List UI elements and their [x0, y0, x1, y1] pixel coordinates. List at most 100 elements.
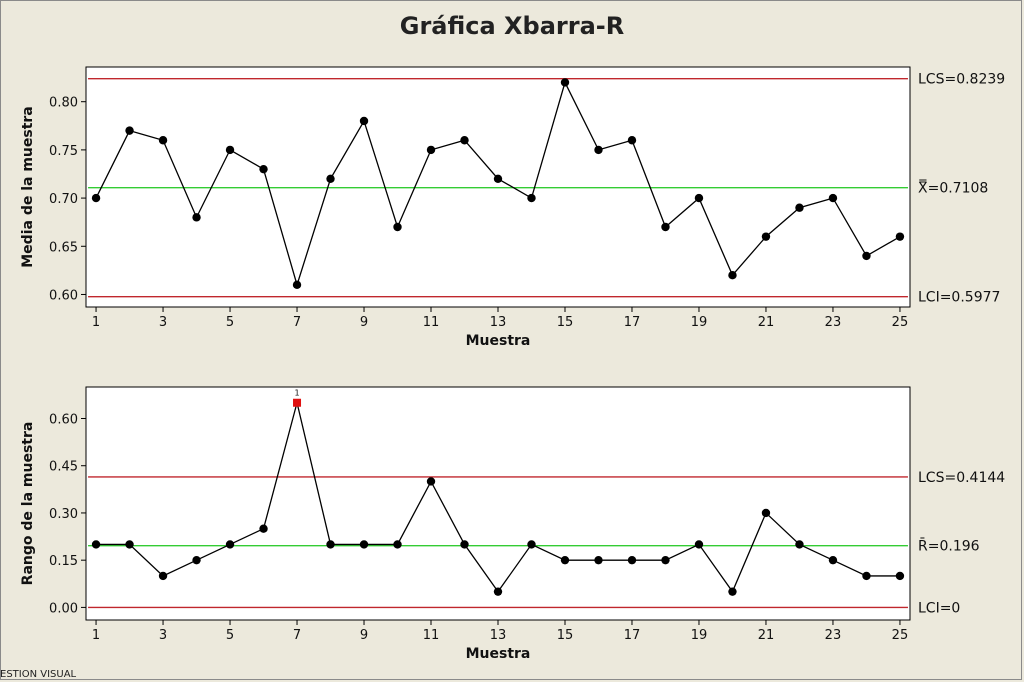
range-x-tick-label: 15	[557, 628, 574, 643]
mean-point	[828, 193, 838, 203]
mean-point	[527, 193, 536, 203]
range-point	[393, 540, 402, 549]
mean-point	[192, 213, 201, 222]
range-point	[225, 540, 235, 549]
mean-x-tick-label: 11	[423, 315, 440, 330]
mean-x-tick-label: 9	[360, 315, 368, 330]
mean-point	[292, 280, 302, 290]
mean-ucl-label: LCS=0.8239	[918, 72, 1005, 88]
range-point	[158, 571, 168, 581]
mean-point	[493, 174, 503, 184]
mean-point	[158, 136, 168, 145]
mean-point	[326, 174, 335, 184]
range-x-tick-label: 3	[159, 628, 167, 643]
mean-point	[694, 193, 704, 203]
mean-y-tick-label: 0.60	[49, 288, 78, 303]
range-point	[828, 555, 838, 565]
range-y-tick-label: 0.00	[49, 601, 78, 616]
mean-x-axis-title: Muestra	[466, 333, 531, 349]
range-x-tick-label: 7	[293, 628, 301, 643]
mean-center-label: X̿=0.7108	[918, 179, 988, 197]
mean-point	[426, 145, 436, 155]
range-ucl-label: LCS=0.4144	[918, 470, 1005, 486]
range-point	[560, 555, 570, 565]
mean-point	[560, 78, 570, 87]
range-lcl-label: LCI=0	[918, 600, 960, 616]
range-y-tick-label: 0.60	[49, 412, 78, 427]
range-y-axis-title: Rango de la muestra	[20, 422, 36, 586]
range-point	[192, 555, 201, 565]
range-x-tick-label: 19	[691, 628, 708, 643]
mean-point	[259, 164, 268, 174]
mean-y-tick-label: 0.75	[49, 144, 78, 159]
mean-point	[594, 145, 603, 155]
range-point	[91, 540, 101, 549]
mean-x-tick-label: 13	[490, 315, 507, 330]
mean-point	[728, 270, 737, 280]
mean-point	[761, 232, 771, 241]
mean-x-tick-label: 1	[92, 315, 100, 330]
mean-x-tick-label: 7	[293, 315, 301, 330]
range-point	[661, 555, 670, 565]
mean-point	[225, 145, 235, 155]
mean-point	[393, 222, 402, 232]
mean-x-tick-label: 23	[825, 315, 842, 330]
range-point	[359, 540, 369, 549]
range-x-tick-label: 21	[758, 628, 775, 643]
range-point	[862, 571, 871, 581]
mean-point	[460, 136, 469, 145]
range-point	[627, 555, 637, 565]
range-y-tick-label: 0.45	[49, 460, 78, 475]
mean-point	[359, 116, 369, 126]
range-x-tick-label: 11	[423, 628, 440, 643]
range-out-of-control-marker: 1	[294, 389, 299, 398]
mean-point	[895, 232, 905, 241]
range-x-tick-label: 1	[92, 628, 100, 643]
range-point	[728, 587, 737, 596]
range-point	[426, 477, 436, 486]
range-x-tick-label: 13	[490, 628, 507, 643]
range-panel: LCS=0.4144 R̄=0.196 LCI=0 0.00 0.15 0.30 0.45 0…	[20, 386, 1005, 662]
mean-y-axis-title: Media de la muestra	[20, 106, 36, 268]
mean-point	[795, 203, 804, 212]
mean-y-tick-label: 0.70	[49, 192, 78, 207]
range-plot-area	[85, 386, 911, 621]
range-x-axis-title: Muestra	[466, 646, 531, 662]
mean-point	[661, 222, 670, 232]
mean-x-tick-label: 19	[691, 315, 708, 330]
range-point	[460, 540, 469, 549]
mean-point	[862, 251, 871, 261]
mean-x-tick-label: 21	[758, 315, 775, 330]
range-point	[795, 540, 804, 549]
range-x-tick-label: 5	[226, 628, 234, 643]
range-point	[527, 540, 536, 549]
mean-point	[91, 193, 101, 203]
range-point-out-of-control	[293, 398, 302, 407]
mean-panel: LCS=0.8239 X̿=0.7108 LCI=0.5977 0.60 0.65 0.7…	[20, 66, 1005, 349]
range-x-tick-label: 17	[624, 628, 641, 643]
range-point	[326, 540, 335, 549]
range-point	[694, 540, 704, 549]
mean-x-tick-label: 25	[892, 315, 909, 330]
mean-y-tick-label: 0.65	[49, 240, 78, 255]
range-y-tick-label: 0.15	[49, 554, 78, 569]
range-point	[493, 587, 503, 596]
range-center-label: R̄=0.196	[918, 537, 980, 555]
mean-x-tick-label: 17	[624, 315, 641, 330]
range-y-tick-label: 0.30	[49, 507, 78, 522]
watermark: ESTION VISUAL	[0, 669, 77, 680]
range-point	[125, 540, 134, 549]
range-x-tick-label: 25	[892, 628, 909, 643]
range-point	[895, 571, 905, 581]
range-x-tick-label: 9	[360, 628, 368, 643]
mean-lcl-label: LCI=0.5977	[918, 290, 1000, 306]
range-point	[594, 555, 603, 565]
range-x-tick-label: 23	[825, 628, 842, 643]
mean-y-tick-label: 0.80	[49, 96, 78, 111]
mean-x-tick-label: 15	[557, 315, 574, 330]
mean-point	[125, 126, 134, 135]
mean-x-tick-label: 3	[159, 315, 167, 330]
range-point	[761, 508, 771, 518]
